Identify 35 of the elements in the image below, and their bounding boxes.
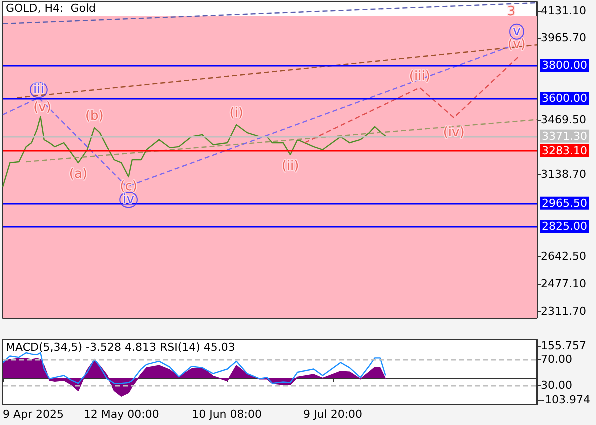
annotation: v — [513, 24, 522, 40]
y-tick-label: 3469.50 — [541, 114, 586, 127]
annotation: iii — [34, 82, 44, 98]
ref-line-label: 2825.00 — [542, 220, 588, 234]
annotation: (ii) — [282, 158, 300, 174]
chart-title: MACD(5,34,5) -3.528 4.813 RSI(14) 45.03 — [6, 341, 236, 354]
x-tick-label: 9 Jul 20:00 — [304, 408, 363, 421]
line-series — [304, 56, 520, 144]
line-series — [2, 352, 386, 384]
y2-tick-label: 30.00 — [541, 379, 572, 392]
annotation: (b) — [85, 108, 104, 124]
y-tick-label: 3138.70 — [541, 168, 586, 182]
annotation: (iii) — [409, 69, 430, 84]
ref-line-label: 3371.30 — [542, 130, 588, 143]
y-tick-label: -103.974 — [541, 394, 590, 407]
y-tick-label: 155.757 — [541, 340, 586, 353]
y-tick-label: 2642.50 — [541, 250, 586, 264]
y-tick-label: 4131.10 — [541, 4, 586, 18]
x-tick-label: 10 Jun 08:00 — [192, 408, 262, 421]
x-tick-label: 12 May 00:00 — [84, 408, 160, 421]
annotation: (i) — [230, 106, 244, 121]
y-tick-label: 3965.70 — [541, 32, 586, 45]
y2-tick-label: 70.00 — [541, 353, 572, 366]
annotation: (iv) — [443, 125, 465, 140]
annotation: (a) — [69, 166, 88, 182]
ref-line-label: 2965.50 — [542, 196, 588, 210]
ref-line-label: 3600.00 — [542, 92, 588, 106]
ref-line-label: 3283.10 — [542, 144, 588, 158]
x-tick-label: 9 Apr 2025 — [3, 408, 64, 421]
annotation: (v) — [34, 100, 52, 116]
chart-title: GOLD, H4: Gold — [6, 2, 96, 15]
y-tick-label: 2477.10 — [541, 277, 586, 290]
y-tick-label: 2311.70 — [541, 304, 586, 318]
annotation: 3 — [507, 4, 516, 20]
ref-line-label: 3800.00 — [542, 59, 588, 72]
